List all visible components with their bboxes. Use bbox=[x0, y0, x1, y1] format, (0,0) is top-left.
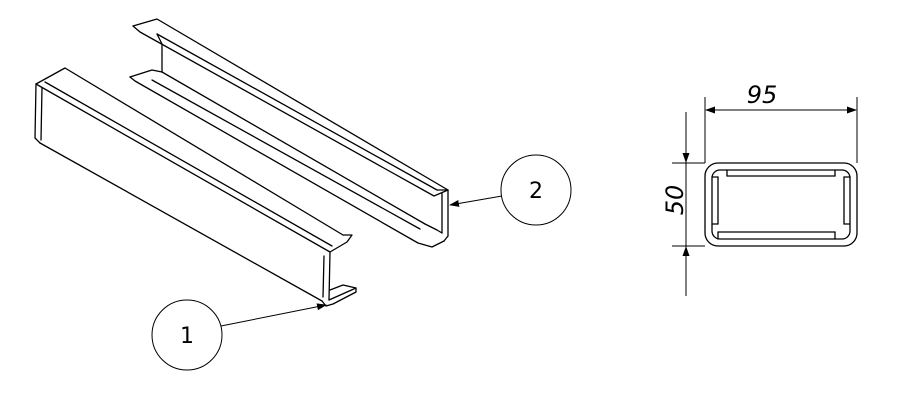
dimension-height: 50 bbox=[661, 112, 705, 296]
dimension-width: 95 bbox=[704, 81, 858, 163]
dimension-height-label: 50 bbox=[661, 185, 689, 216]
part-1-channel bbox=[34, 67, 357, 307]
balloon-1-leader bbox=[220, 303, 327, 327]
balloon-2-leader bbox=[449, 195, 503, 207]
section-view bbox=[704, 162, 858, 247]
balloon-1-label: 1 bbox=[180, 324, 194, 349]
balloon-1: 1 bbox=[151, 299, 223, 371]
dimension-width-label: 95 bbox=[747, 81, 778, 109]
balloon-2: 2 bbox=[500, 154, 572, 226]
balloon-2-label: 2 bbox=[529, 179, 543, 204]
leader-lines bbox=[220, 195, 503, 327]
part-2-channel bbox=[129, 18, 449, 248]
